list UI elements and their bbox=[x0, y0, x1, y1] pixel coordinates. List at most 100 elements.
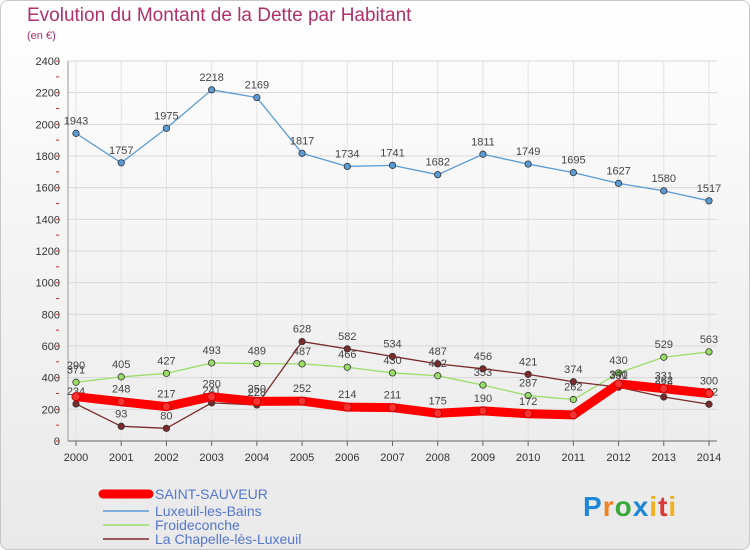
x-tick-label: 2005 bbox=[290, 452, 314, 464]
x-tick-label: 2003 bbox=[199, 452, 223, 464]
data-point bbox=[342, 402, 352, 412]
y-tick-label: 400 bbox=[42, 373, 60, 385]
data-label: 1734 bbox=[335, 148, 359, 160]
data-point bbox=[71, 392, 81, 402]
data-label: 190 bbox=[474, 393, 492, 405]
x-tick-label: 2001 bbox=[109, 452, 133, 464]
data-point bbox=[388, 352, 397, 361]
data-label: 262 bbox=[564, 382, 582, 394]
data-point bbox=[614, 379, 623, 389]
legend-label-2: Froideconche bbox=[155, 517, 240, 533]
x-tick-label: 2012 bbox=[606, 452, 630, 464]
data-point bbox=[117, 159, 125, 167]
data-point bbox=[479, 150, 487, 158]
data-point bbox=[253, 93, 261, 102]
data-point bbox=[117, 373, 125, 381]
data-label: 228 bbox=[248, 387, 266, 399]
data-point bbox=[704, 389, 714, 398]
data-point bbox=[660, 353, 668, 361]
y-tick-label: 2200 bbox=[36, 88, 60, 100]
data-label: 1695 bbox=[561, 155, 585, 167]
data-point bbox=[569, 169, 577, 177]
data-label: 172 bbox=[519, 396, 537, 408]
data-point bbox=[660, 393, 668, 401]
data-point bbox=[72, 400, 80, 408]
data-point bbox=[479, 381, 487, 389]
data-label: 2218 bbox=[199, 72, 223, 84]
data-label: 371 bbox=[67, 364, 85, 376]
data-point bbox=[388, 403, 397, 412]
data-point bbox=[478, 406, 488, 416]
x-tick-label: 2002 bbox=[154, 452, 178, 464]
data-label: 405 bbox=[112, 359, 130, 371]
x-tick-label: 2013 bbox=[652, 452, 676, 464]
data-label: 287 bbox=[519, 378, 537, 390]
data-point bbox=[660, 187, 668, 195]
proxiti-logo: Proxiti bbox=[583, 491, 678, 522]
data-point bbox=[253, 359, 261, 368]
data-label: 211 bbox=[384, 390, 402, 402]
data-label: 217 bbox=[157, 389, 175, 401]
data-label: 252 bbox=[293, 383, 311, 395]
data-label: 340 bbox=[609, 369, 627, 381]
data-label: 300 bbox=[700, 376, 718, 388]
data-label: 1682 bbox=[425, 157, 449, 169]
data-point bbox=[434, 171, 442, 179]
data-label: 250 bbox=[248, 383, 266, 395]
data-label: 214 bbox=[338, 389, 356, 401]
data-point bbox=[568, 410, 578, 420]
data-label: 2169 bbox=[245, 80, 269, 92]
data-label: 353 bbox=[474, 367, 492, 379]
data-label: 1757 bbox=[109, 145, 133, 157]
data-point bbox=[162, 124, 171, 132]
x-tick-label: 2006 bbox=[335, 452, 359, 464]
chart-subtitle: (en €) bbox=[27, 30, 56, 42]
y-tick-label: 0 bbox=[54, 436, 60, 448]
data-label: 456 bbox=[474, 351, 492, 363]
data-point bbox=[162, 402, 171, 412]
data-label: 1580 bbox=[652, 173, 676, 185]
y-tick-label: 200 bbox=[42, 404, 60, 416]
data-point bbox=[298, 360, 306, 368]
data-point bbox=[569, 378, 577, 386]
y-tick-label: 1600 bbox=[36, 183, 60, 195]
data-label: 1517 bbox=[697, 183, 721, 195]
data-label: 421 bbox=[519, 356, 537, 368]
data-label: 1627 bbox=[606, 165, 630, 177]
data-point bbox=[72, 378, 80, 386]
data-point bbox=[705, 197, 713, 205]
data-label: 582 bbox=[338, 331, 356, 343]
data-point bbox=[614, 369, 623, 377]
data-point bbox=[705, 348, 713, 356]
data-point bbox=[117, 422, 125, 430]
data-point bbox=[162, 424, 171, 432]
data-label: 430 bbox=[609, 355, 627, 367]
data-label: 529 bbox=[655, 339, 673, 351]
data-point bbox=[208, 359, 216, 367]
y-tick-label: 600 bbox=[42, 341, 60, 353]
data-point bbox=[297, 396, 307, 406]
data-point bbox=[252, 397, 262, 406]
x-tick-label: 2004 bbox=[245, 452, 269, 464]
y-tick-label: 2000 bbox=[36, 119, 60, 131]
legend: SAINT-SAUVEURLuxeuil-les-BainsFroideconc… bbox=[98, 486, 301, 547]
data-label-overlap: 290 bbox=[67, 360, 85, 372]
data-label: 331 bbox=[655, 371, 673, 383]
data-point bbox=[434, 360, 442, 368]
legend-label-0: SAINT-SAUVEUR bbox=[155, 486, 268, 502]
data-point bbox=[116, 397, 126, 407]
data-point bbox=[524, 370, 532, 378]
data-label: 489 bbox=[248, 346, 266, 358]
data-point bbox=[388, 369, 397, 377]
data-label: 1975 bbox=[154, 110, 178, 122]
x-tick-label: 2011 bbox=[562, 452, 586, 464]
x-tick-label: 2000 bbox=[64, 452, 88, 464]
x-tick-label: 2007 bbox=[380, 452, 404, 464]
data-point bbox=[343, 345, 351, 353]
data-label: 1741 bbox=[380, 147, 404, 159]
data-label: 430 bbox=[383, 355, 401, 367]
data-point bbox=[569, 395, 577, 404]
y-tick-label: 1200 bbox=[36, 246, 60, 258]
series-group: 1943 1757 1975 2218 2169 1817 1734 1741 1682 1811… bbox=[64, 72, 721, 432]
data-label: 280 bbox=[202, 379, 220, 391]
